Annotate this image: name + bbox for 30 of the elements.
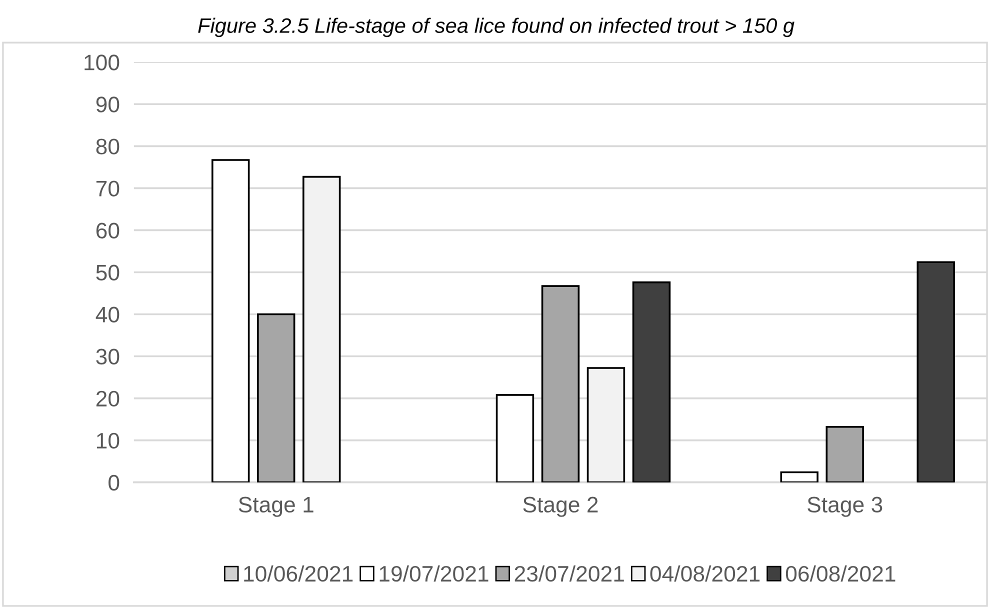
- bar: [826, 426, 864, 482]
- y-tick-label: 10: [97, 432, 120, 449]
- bar: [257, 313, 296, 482]
- bar: [586, 367, 626, 482]
- legend-label: 10/06/2021: [244, 565, 353, 582]
- legend-label: 04/08/2021: [650, 565, 760, 582]
- bar: [916, 261, 955, 482]
- y-tick-label: 0: [108, 474, 120, 491]
- x-tick-label: Stage 1: [238, 496, 314, 517]
- y-tick-label: 70: [96, 180, 120, 196]
- y-tick-label: 80: [96, 138, 120, 154]
- x-tick-label: Stage 2: [523, 496, 598, 517]
- y-tick-label: 40: [96, 306, 120, 323]
- y-tick-label: 30: [96, 348, 120, 365]
- chart-title: Figure 3.2.5 Life-stage of sea lice found on infected trout > 150 g: [198, 18, 794, 38]
- bar: [541, 285, 580, 482]
- bar: [632, 281, 671, 482]
- legend-label: 19/07/2021: [380, 565, 488, 582]
- y-tick-label: 50: [96, 264, 120, 280]
- bar: [780, 471, 818, 482]
- x-tick-label: Stage 3: [808, 496, 882, 517]
- bar: [302, 176, 341, 482]
- legend-label: 06/08/2021: [786, 565, 896, 582]
- bar: [496, 394, 534, 482]
- y-tick-label: 100: [84, 54, 120, 70]
- y-tick-label: 20: [96, 390, 120, 407]
- bar: [212, 159, 250, 482]
- legend-label: 23/07/2021: [514, 565, 624, 582]
- y-tick-label: 90: [96, 96, 120, 112]
- y-tick-label: 60: [96, 222, 120, 238]
